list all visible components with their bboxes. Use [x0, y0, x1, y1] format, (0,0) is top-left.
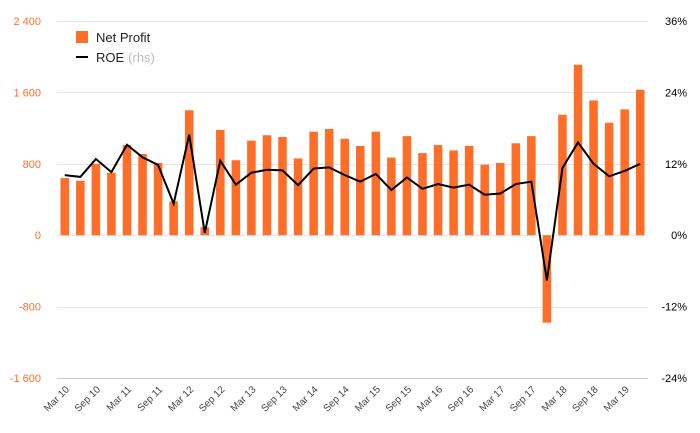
bar-jun-15 — [387, 157, 396, 236]
legend-item-roe[interactable]: ROE (rhs) — [76, 47, 155, 67]
x-axis-tick-label: Sep 16 — [446, 384, 476, 414]
legend-item-net-profit[interactable]: Net Profit — [76, 27, 155, 47]
bar-dec-14 — [356, 145, 365, 236]
bar-jun-13 — [262, 135, 272, 236]
x-axis-tick-label: Mar 15 — [353, 384, 383, 414]
legend: Net Profit ROE (rhs) — [76, 27, 155, 67]
left-axis-ticks: -1 600 -800 0 800 1 600 2 400 — [10, 16, 41, 385]
x-axis-ticks: Mar 10 Sep 10 Mar 11 Sep 11 Mar 12 Sep 12 Mar … — [42, 384, 632, 415]
right-axis-tick-label: -24% — [661, 373, 687, 385]
right-axis-tick-label: -12% — [661, 302, 687, 314]
bar-jun-10 — [76, 180, 85, 236]
bar-mar-10 — [60, 178, 70, 236]
bar-mar-12 — [184, 110, 194, 236]
bar-jun-19 — [635, 89, 645, 236]
x-axis-tick-label: Mar 10 — [42, 384, 72, 414]
x-axis-tick-label: Mar 13 — [229, 384, 259, 414]
x-axis-tick-label: Sep 13 — [259, 384, 289, 414]
x-axis-tick-label: Mar 16 — [415, 384, 445, 414]
x-axis-tick-label: Sep 15 — [384, 384, 414, 414]
bar-jun-17 — [511, 143, 521, 236]
bar-jun-14 — [324, 128, 334, 236]
bar-mar-13 — [247, 140, 256, 236]
x-axis-tick-label: Mar 11 — [105, 384, 135, 414]
x-axis-tick-label: Mar 18 — [540, 384, 570, 414]
bar-dec-10 — [107, 172, 116, 236]
bar-dec-15 — [418, 153, 427, 236]
x-axis-tick-label: Sep 12 — [197, 384, 227, 414]
right-axis-tick-label: 0% — [671, 230, 687, 242]
bar-dec-16 — [480, 164, 489, 236]
bar-sep-11 — [153, 162, 163, 236]
bar-mar-16 — [433, 145, 443, 236]
x-axis-tick-label: Sep 18 — [570, 384, 600, 414]
legend-label-roe-suffix: (rhs) — [128, 49, 155, 65]
bar-mar-14 — [309, 131, 318, 236]
roe-swatch — [76, 56, 88, 58]
x-axis-tick-label: Mar 19 — [602, 384, 632, 414]
bar-sep-18 — [589, 100, 598, 236]
bar-mar-17 — [495, 162, 505, 236]
bar-sep-13 — [278, 137, 287, 236]
legend-label-roe: ROE — [96, 49, 125, 65]
left-axis-tick-label: -1 600 — [10, 373, 41, 385]
x-axis-tick-label: Sep 10 — [73, 384, 103, 414]
x-axis-tick-label: Mar 17 — [478, 384, 508, 414]
left-axis-tick-label: 800 — [23, 159, 41, 171]
roe-line — [64, 134, 641, 281]
bar-jun-18 — [573, 64, 583, 236]
bar-dec-13 — [293, 158, 303, 236]
left-axis-tick-label: 0 — [35, 230, 41, 242]
left-axis-tick-label: -800 — [19, 302, 41, 314]
right-axis-ticks: -24% -12% 0% 12% 24% 36% — [661, 16, 687, 385]
bar-series — [60, 64, 645, 323]
left-axis-tick-label: 2 400 — [13, 16, 41, 28]
bar-dec-11 — [169, 201, 178, 236]
x-axis-tick-label: Sep 11 — [136, 384, 166, 414]
right-axis-tick-label: 24% — [665, 87, 687, 99]
bar-sep-10 — [91, 163, 101, 236]
left-axis-tick-label: 1 600 — [13, 87, 41, 99]
net-profit-swatch — [76, 31, 88, 43]
bar-jun-11 — [138, 153, 147, 236]
x-axis-tick-label: Mar 14 — [291, 384, 321, 414]
bar-dec-18 — [604, 122, 614, 236]
right-axis-tick-label: 36% — [665, 16, 687, 28]
bar-sep-12 — [216, 129, 225, 236]
x-axis-tick-label: Sep 17 — [508, 384, 538, 414]
bar-sep-16 — [464, 145, 474, 236]
x-axis-tick-label: Mar 12 — [167, 384, 197, 414]
right-axis-tick-label: 12% — [665, 159, 687, 171]
bar-mar-15 — [371, 131, 381, 236]
legend-label-net-profit: Net Profit — [96, 29, 151, 45]
bar-mar-19 — [620, 109, 629, 236]
bar-jun-16 — [449, 150, 458, 236]
bar-dec-12 — [231, 160, 241, 236]
bar-sep-15 — [402, 136, 412, 236]
bar-sep-14 — [340, 138, 349, 236]
bar-mar-11 — [122, 145, 132, 236]
x-axis-tick-label: Sep 14 — [322, 384, 352, 414]
